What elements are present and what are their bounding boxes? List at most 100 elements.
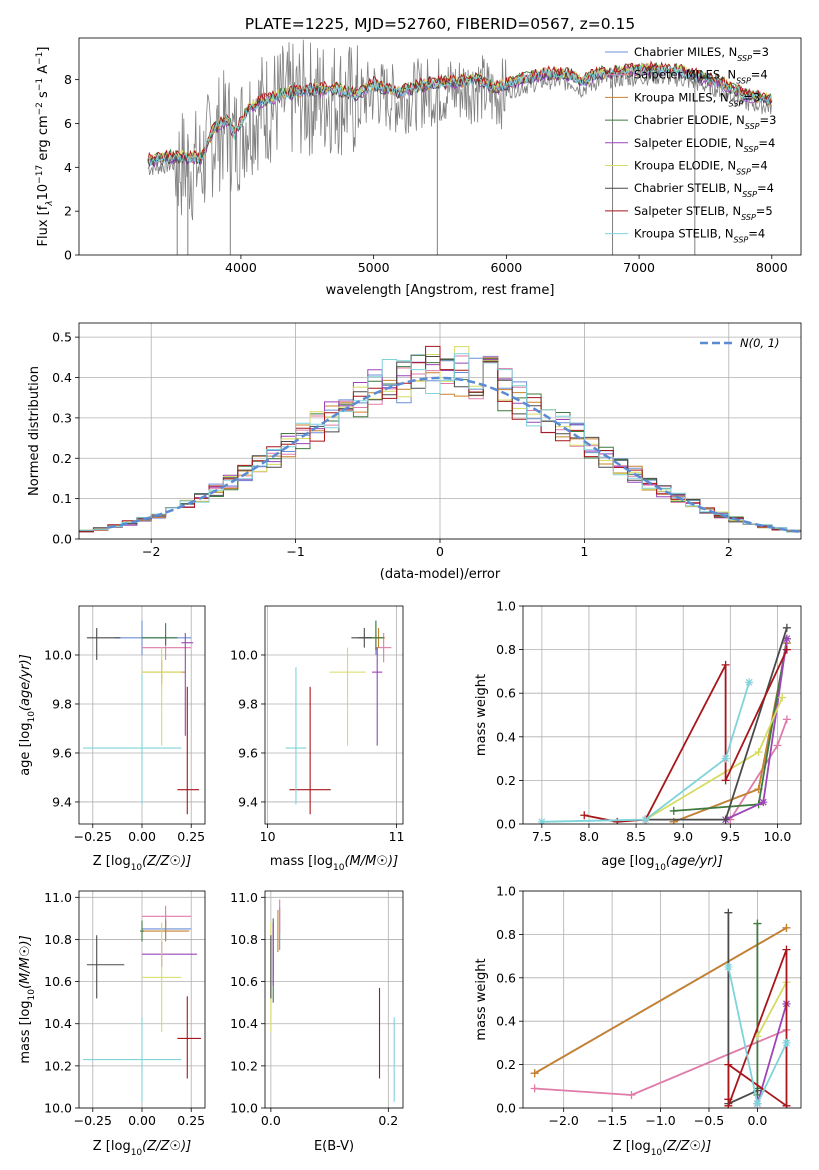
axes-weight_vs_age: 7.5 8.0 8.5 9.0 9.5 10.0 0.0 0.2 0.4 0.6 0.8 1.0 age… xyxy=(474,599,802,873)
y-axis-label: mass [log10(M/M☉)] xyxy=(18,935,37,1063)
marker xyxy=(530,1084,539,1093)
y-tick-label: 0.0 xyxy=(496,817,516,832)
y-tick-label: 2 xyxy=(64,204,72,219)
marker xyxy=(782,623,791,632)
y-tick-label: 11.0 xyxy=(230,890,258,905)
y-tick-label: 0.4 xyxy=(52,370,72,385)
legend-label: Kroupa STELIB, NSSP=4 xyxy=(634,227,765,245)
x-tick-label: −1.5 xyxy=(597,1113,627,1128)
legend-label: Chabrier ELODIE, NSSP=3 xyxy=(634,113,776,131)
marker xyxy=(773,741,782,750)
axes-frame xyxy=(78,37,802,256)
plot-area-spectrum xyxy=(147,39,773,255)
marker xyxy=(721,815,730,824)
y-tick-label: 9.8 xyxy=(52,696,72,711)
x-axis-label: Z [log10(Z/Z☉)] xyxy=(613,1139,711,1158)
y-tick-label: 0.3 xyxy=(52,410,72,425)
marker xyxy=(782,1038,791,1047)
x-tick-label: 7.5 xyxy=(532,829,552,844)
weight-line-5 xyxy=(756,981,788,1037)
legend-label: Salpeter ELODIE, NSSP=4 xyxy=(634,136,775,154)
plot-area-mass_vs_Z xyxy=(82,905,202,1102)
axes-age_vs_Z: −0.25 0.00 0.25 9.4 9.6 9.8 10.0 Z [log10(Z/Z☉)… xyxy=(18,605,206,873)
marker xyxy=(759,798,768,807)
x-tick-label: 1 xyxy=(580,544,588,559)
y-tick-label: 10.6 xyxy=(230,974,258,989)
y-tick-label: 10.8 xyxy=(44,932,72,947)
y-tick-label: 0.5 xyxy=(52,330,72,345)
marker xyxy=(530,1069,539,1078)
y-tick-label: 10.2 xyxy=(230,1058,258,1073)
marker xyxy=(778,693,787,702)
marker xyxy=(745,678,754,687)
x-tick-label: 4000 xyxy=(225,260,257,275)
x-tick-label: 2 xyxy=(725,544,733,559)
y-tick-label: 9.4 xyxy=(52,794,72,809)
plot-area-weight_vs_Z xyxy=(530,908,791,1108)
y-tick-label: 0.2 xyxy=(496,773,516,788)
y-axis-label: Normed distribution xyxy=(27,366,42,496)
marker xyxy=(721,776,730,785)
legend-label: Kroupa ELODIE, NSSP=4 xyxy=(634,159,768,177)
axes-mass_vs_Z: −0.25 0.00 0.25 10.0 10.2 10.4 10.6 10.8 11.0 Z [… xyxy=(18,890,206,1158)
x-tick-label: −2 xyxy=(142,544,160,559)
x-tick-label: 0.25 xyxy=(177,829,205,844)
marker xyxy=(627,1090,636,1099)
axes-frame xyxy=(78,890,206,1109)
x-tick-label: 10.0 xyxy=(764,829,792,844)
plot-area-age_vs_mass xyxy=(285,620,392,815)
figure-title: PLATE=1225, MJD=52760, FIBERID=0567, z=0… xyxy=(245,15,635,33)
y-tick-label: 0.4 xyxy=(496,1014,516,1029)
y-tick-label: 10.6 xyxy=(44,974,72,989)
y-tick-label: 0.0 xyxy=(52,532,72,547)
plot-area-mass_vs_ebv xyxy=(270,899,395,1102)
y-tick-label: 1.0 xyxy=(496,884,516,899)
x-tick-label: −0.5 xyxy=(694,1113,724,1128)
x-tick-label: 10 xyxy=(260,829,276,844)
y-tick-label: 10.0 xyxy=(230,647,258,662)
marker xyxy=(721,660,730,669)
y-tick-label: 0.0 xyxy=(496,1101,516,1116)
marker xyxy=(753,1099,762,1108)
plot-area-age_vs_Z xyxy=(82,620,200,815)
x-tick-label: 0 xyxy=(436,544,444,559)
marker xyxy=(537,817,546,824)
marker xyxy=(580,811,589,820)
marker xyxy=(782,634,791,643)
legend-label: Kroupa MILES, NSSP=3 xyxy=(634,90,760,108)
y-tick-label: 11.0 xyxy=(44,890,72,905)
x-tick-label: 0.25 xyxy=(177,1113,205,1128)
model-spectrum-7 xyxy=(147,60,772,162)
y-tick-label: 9.6 xyxy=(238,745,258,760)
y-tick-label: 0.1 xyxy=(52,491,72,506)
x-tick-label: 0.0 xyxy=(747,1113,767,1128)
x-tick-label: 0.2 xyxy=(378,1113,398,1128)
axes-frame xyxy=(264,605,404,825)
y-tick-label: 10.4 xyxy=(230,1016,258,1031)
axes-weight_vs_Z: −2.0 −1.5 −1.0 −0.5 0.0 0.0 0.2 0.4 0.6 0.8 1.0 Z [… xyxy=(474,884,802,1158)
x-tick-label: 6000 xyxy=(490,260,522,275)
marker xyxy=(721,754,730,763)
x-tick-label: −1 xyxy=(286,544,304,559)
x-tick-label: 11 xyxy=(389,829,405,844)
y-tick-label: 10.8 xyxy=(230,932,258,947)
y-tick-label: 10.2 xyxy=(44,1058,72,1073)
y-tick-label: 8 xyxy=(64,72,72,87)
y-tick-label: 0.2 xyxy=(52,451,72,466)
axes-spectrum: 4000 5000 6000 7000 8000 0 2 4 6 8 wavelength [Ang… xyxy=(35,37,802,298)
legend-label: Salpeter STELIB, NSSP=5 xyxy=(634,204,773,222)
y-tick-label: 0 xyxy=(64,248,72,263)
marker xyxy=(724,962,733,971)
x-axis-label: Z [log10(Z/Z☉)] xyxy=(93,1139,191,1158)
x-axis-label: mass [log10(M/M☉)] xyxy=(270,854,398,873)
x-axis-label: Z [log10(Z/Z☉)] xyxy=(93,854,191,873)
x-tick-label: 7000 xyxy=(623,260,655,275)
x-tick-label: 0.00 xyxy=(128,829,156,844)
legend-label: Chabrier STELIB, NSSP=4 xyxy=(634,181,774,199)
x-axis-label: age [log10(age/yr)] xyxy=(601,854,723,873)
x-tick-label: 8.0 xyxy=(579,829,599,844)
weight-line-2 xyxy=(534,927,787,1075)
marker xyxy=(782,1101,791,1108)
y-tick-label: 0.6 xyxy=(496,686,516,701)
legend-label: Chabrier MILES, NSSP=3 xyxy=(634,45,769,63)
